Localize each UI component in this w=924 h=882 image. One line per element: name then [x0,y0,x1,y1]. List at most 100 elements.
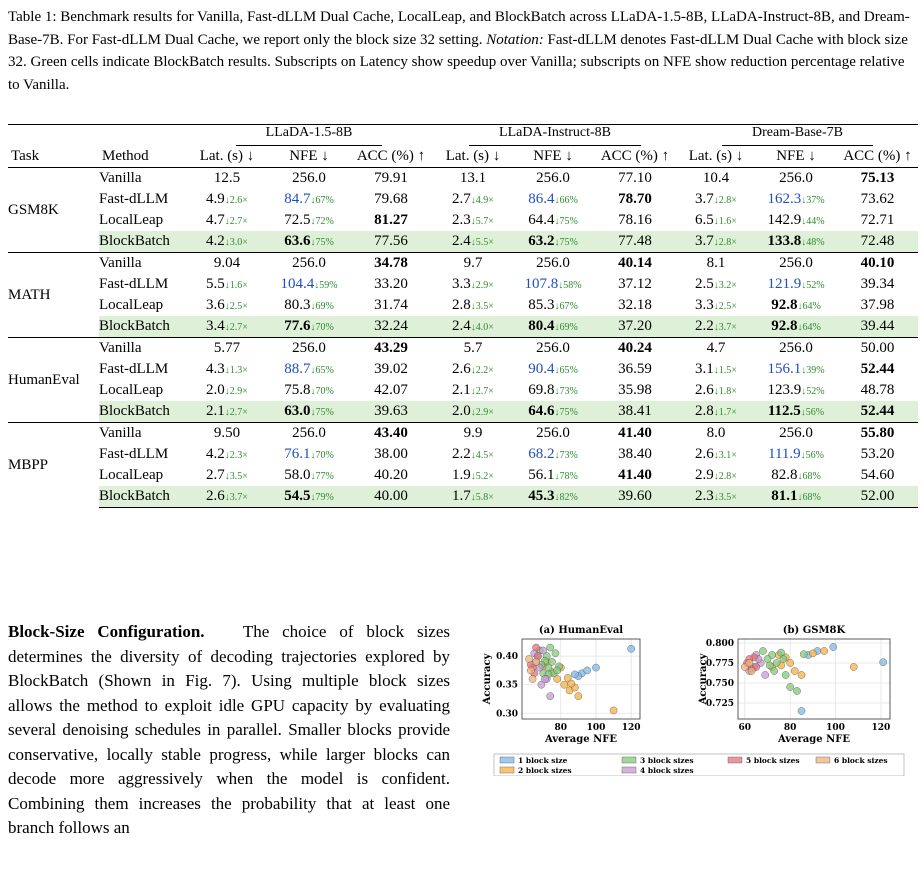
data-point [553,675,562,683]
cell-subscript: ↓4.0× [470,322,494,333]
data-point [560,680,569,689]
result-cell: 81.1↓68% [755,486,837,508]
cell-value: 2.0 [452,403,471,419]
result-cell: 3.6↓2.5× [185,295,269,316]
cell-subscript: ↓75% [554,407,578,418]
legend-swatch [499,766,515,774]
cell-subscript: ↓72% [310,216,334,227]
cell-subscript: ↓3.5× [470,301,494,312]
result-cell: 3.4↓2.7× [185,316,269,338]
result-cell: 4.9↓2.6× [185,189,269,210]
cell-subscript: ↓1.7× [713,407,737,418]
data-point [777,648,785,657]
data-point [544,663,553,672]
result-cell: 39.02 [349,359,433,380]
cell-value: 12.5 [213,170,241,186]
result-cell: 256.0 [269,422,349,444]
result-cell: 86.4↓66% [513,189,593,210]
result-cell: 81.27 [349,210,433,231]
result-cell: 10.4 [677,167,755,189]
result-cell: 40.10 [837,252,918,274]
result-cell: 2.4↓5.5× [433,231,513,253]
legend-label: 5 block sizes [746,756,800,765]
cell-subscript: ↓48% [801,237,825,248]
result-cell: 2.4↓4.0× [433,316,513,338]
legend-label: 3 block sizes [640,756,694,765]
table-body: GSM8K Vanilla 12.5 256.0 79.91 13.1 256.0 77.10… [8,167,918,508]
result-cell: 64.6↓75% [513,401,593,423]
result-cell: 58.0↓77% [269,465,349,486]
task-name: GSM8K [8,167,99,253]
data-point [592,663,600,672]
result-cell: 92.8↓64% [755,316,837,338]
cell-value: 1.9 [452,467,471,483]
result-cell: 3.3↓2.5× [677,295,755,316]
cell-value: 107.8 [524,276,559,292]
result-cell: 133.8↓48% [755,231,837,253]
result-cell: 43.40 [349,422,433,444]
result-cell: 77.56 [349,231,433,253]
table-row: HumanEval Vanilla 5.77 256.0 43.29 5.7 256.0 40… [8,337,918,423]
method-name: Vanilla [99,422,185,444]
chart-title: (a) HumanEval [539,625,623,636]
cell-value: 90.4 [528,361,555,377]
cell-value: 2.1 [206,403,225,419]
data-point [551,649,560,658]
x-tick-label: 100 [826,723,845,733]
cell-value: 52.44 [860,361,895,377]
cell-subscript: ↓75% [310,407,334,418]
cell-value: 63.6 [284,233,311,249]
cell-value: 2.4 [452,233,471,249]
caption-text: Benchmark results for Vanilla, Fast-dLLM… [8,9,910,48]
y-tick-label: 0.35 [496,681,518,691]
cell-subscript: ↓2.7× [224,216,248,227]
result-cell: 55.80 [837,422,918,444]
result-cell: 2.8↓1.7× [677,401,755,423]
table-row: MBPP Vanilla 9.50 256.0 43.40 9.9 256.0 41.40 8.… [8,422,918,508]
cell-value: 37.20 [618,318,652,334]
method-name: BlockBatch [99,231,185,253]
cell-value: 86.4 [528,191,555,207]
result-cell: 90.4↓65% [513,359,593,380]
result-cell: 42.07 [349,380,433,401]
legend-label: 4 block sizes [640,766,694,775]
cell-value: 80.4 [528,318,555,334]
cell-value: 2.3 [695,488,714,504]
cell-value: 52.00 [860,488,895,504]
cell-subscript: ↓1.6× [224,280,248,291]
result-cell: 79.91 [349,167,433,189]
result-cell: 77.6↓70% [269,316,349,338]
chart-title: (b) GSM8K [783,625,846,636]
cell-value: 33.20 [374,276,408,292]
cell-value: 78.16 [618,212,652,228]
cell-subscript: ↓2.6× [224,195,248,206]
cell-value: 77.10 [618,170,652,186]
cell-value: 55.80 [860,425,895,441]
result-cell: 80.4↓69% [513,316,593,338]
cell-value: 256.0 [536,170,570,186]
cell-value: 4.2 [206,446,225,462]
result-cell: 2.1↓2.7× [433,380,513,401]
paragraph-heading: Block-Size Configuration. [8,622,205,641]
result-cell: 37.20 [593,316,677,338]
cell-subscript: ↓56% [800,450,824,461]
cell-subscript: ↓2.8× [713,195,737,206]
cell-value: 32.24 [374,318,408,334]
data-point [761,671,770,679]
result-cell: 33.20 [349,274,433,295]
result-cell: 72.71 [837,210,918,231]
data-point [790,667,799,675]
cell-value: 39.63 [374,403,408,419]
x-axis-label: Average NFE [544,734,617,745]
result-cell: 2.8↓3.5× [433,295,513,316]
cell-subscript: ↓58% [558,280,582,291]
cell-value: 34.78 [374,255,408,271]
legend-label: 1 block size [518,756,568,765]
cell-value: 256.0 [536,255,570,271]
group-header: LLaDA-1.5-8B [185,124,433,146]
cell-subscript: ↓66% [554,195,578,206]
result-cell: 39.34 [837,274,918,295]
cell-subscript: ↓4.9× [470,195,494,206]
cell-value: 4.9 [206,191,225,207]
result-cell: 256.0 [513,422,593,444]
